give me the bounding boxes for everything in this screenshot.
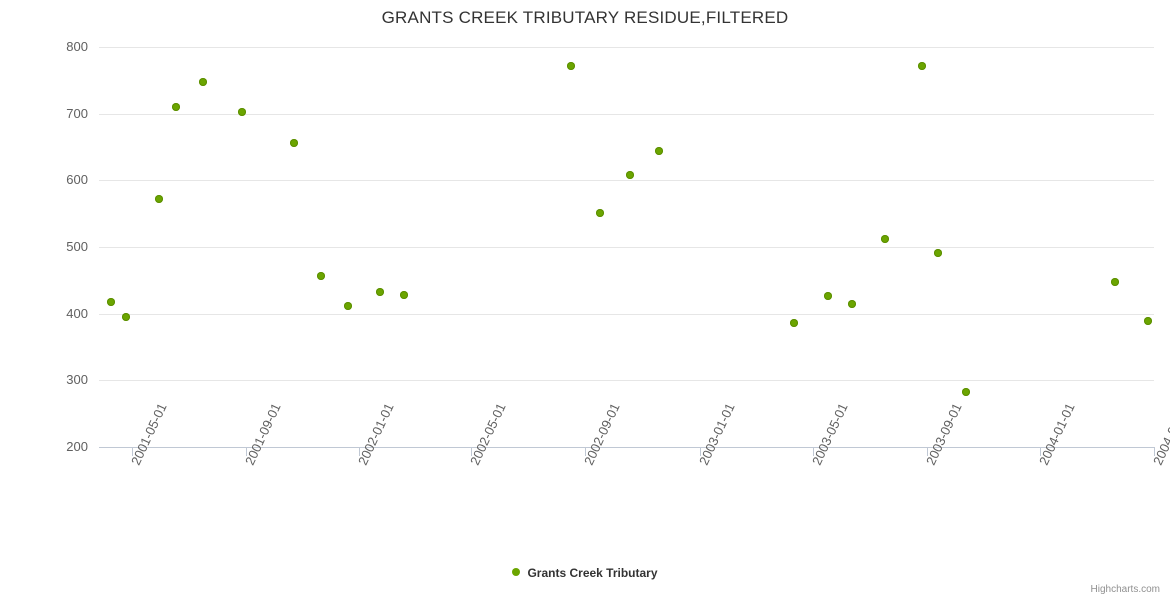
data-point[interactable]	[824, 291, 832, 300]
y-axis-tick-label: 400	[66, 305, 88, 321]
data-point[interactable]	[790, 319, 798, 327]
data-point[interactable]	[317, 272, 325, 281]
data-point[interactable]	[344, 301, 352, 310]
x-axis-tick-mark	[132, 447, 133, 456]
gridline	[99, 47, 1154, 48]
x-axis-tick-mark	[927, 447, 928, 456]
data-point[interactable]	[881, 235, 889, 243]
data-point[interactable]	[107, 297, 115, 306]
gridline	[99, 180, 1154, 182]
plot-area	[99, 47, 1154, 448]
data-point[interactable]	[918, 61, 926, 70]
x-axis-tick-mark	[1040, 447, 1041, 456]
y-axis-tick-label: 700	[66, 105, 88, 121]
data-point[interactable]	[172, 103, 180, 111]
y-axis-tick-label: 300	[66, 372, 88, 388]
data-point[interactable]	[1144, 317, 1152, 325]
data-point[interactable]	[655, 147, 663, 155]
y-axis-tick-label: 500	[66, 239, 88, 254]
gridline	[99, 247, 1154, 248]
data-point[interactable]	[155, 195, 163, 203]
data-point[interactable]	[400, 291, 408, 299]
x-axis-tick-mark	[471, 447, 472, 456]
data-point[interactable]	[376, 288, 384, 297]
data-point[interactable]	[1111, 278, 1119, 287]
data-point[interactable]	[934, 249, 942, 257]
data-point[interactable]	[626, 171, 634, 179]
data-point[interactable]	[290, 139, 298, 147]
y-axis-tick-label: 200	[66, 439, 88, 454]
data-point[interactable]	[596, 209, 604, 217]
gridline	[99, 380, 1154, 382]
legend-item-label: Grants Creek Tributary	[527, 565, 658, 580]
x-axis-tick-mark	[1154, 447, 1155, 456]
credits-link[interactable]: Highcharts.com	[1090, 584, 1160, 595]
gridline	[99, 113, 1154, 115]
data-point[interactable]	[567, 61, 575, 70]
legend-item-grants-creek-tributary[interactable]: Grants Creek Tributary	[512, 565, 658, 580]
chart-title: GRANTS CREEK TRIBUTARY RESIDUE,FILTERED	[381, 8, 789, 27]
data-point[interactable]	[199, 77, 207, 86]
x-axis-line	[99, 447, 1154, 448]
data-point[interactable]	[962, 387, 970, 396]
x-axis-tick-mark	[246, 447, 247, 456]
y-axis-tick-label: 800	[66, 39, 88, 54]
x-axis-tick-mark	[359, 447, 360, 456]
x-axis-tick-mark	[585, 447, 586, 456]
data-point[interactable]	[848, 300, 856, 309]
data-point[interactable]	[122, 313, 130, 321]
legend-marker-icon	[512, 567, 521, 576]
data-point[interactable]	[238, 107, 246, 116]
x-axis-tick-mark	[700, 447, 701, 456]
gridline	[99, 313, 1154, 315]
y-axis-tick-label: 600	[66, 172, 88, 188]
chart-legend: Grants Creek Tributary	[0, 563, 1170, 581]
x-axis-tick-mark	[813, 447, 814, 456]
